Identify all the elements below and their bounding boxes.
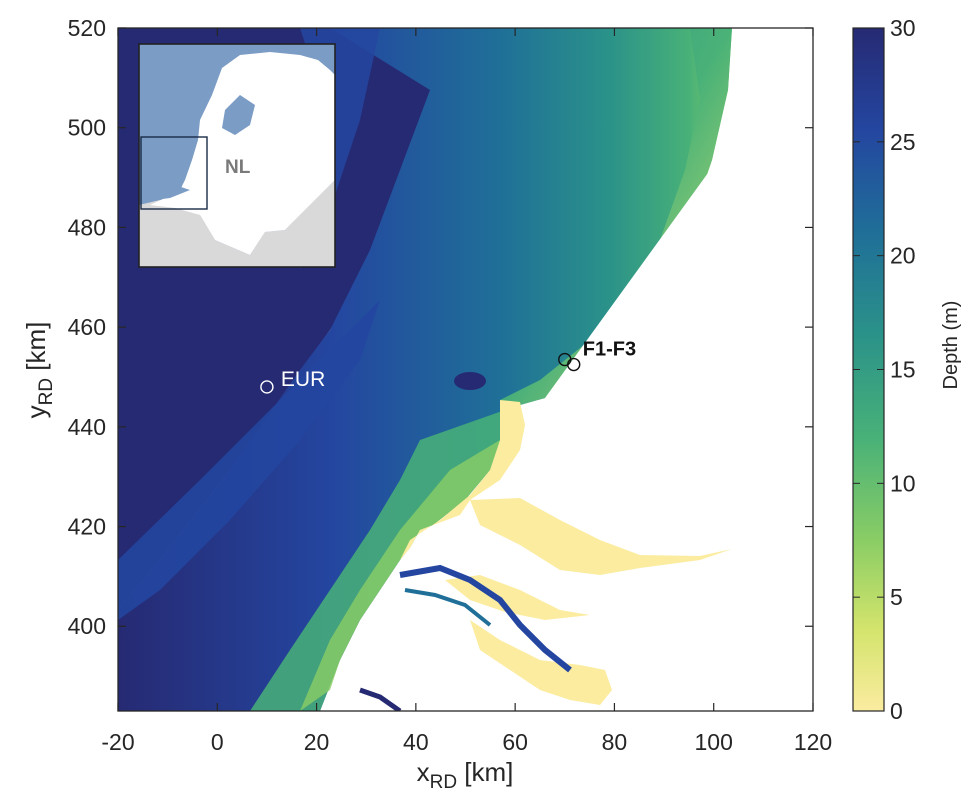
y-tick-label: 480	[68, 214, 106, 240]
shallow-band-2	[300, 440, 500, 711]
colorbar-tick-label: 10	[890, 470, 916, 496]
y-tick-label: 520	[68, 15, 106, 41]
y-tick-label: 420	[68, 514, 106, 540]
y-tick-label: 460	[68, 314, 106, 340]
inset-map: NL	[138, 43, 336, 268]
colorbar-ticks: 0 5 10 15 20 25 30	[853, 15, 916, 724]
x-tick-label: 20	[304, 729, 330, 755]
x-axis-title: xRD [km]	[417, 757, 514, 793]
colorbar-tick-label: 25	[890, 129, 916, 155]
x-tick-label: 40	[403, 729, 429, 755]
x-tick-label: 60	[502, 729, 528, 755]
x-tick-label: 100	[695, 729, 733, 755]
colorbar-tick-label: 20	[890, 243, 916, 269]
scour-hole	[454, 372, 486, 390]
y-tick-label: 400	[68, 613, 106, 639]
station-marker-f3	[567, 357, 581, 372]
station-label-f1-f3: F1-F3	[583, 339, 636, 361]
y-axis-title: yRD [km]	[21, 322, 57, 419]
tidal-channel-2	[404, 588, 492, 627]
plot-frame	[117, 27, 814, 712]
colorbar-tick-label: 30	[890, 15, 916, 41]
inset-neighbor-land	[139, 180, 335, 267]
colorbar-label: Depth (m)	[940, 301, 962, 390]
tidal-channel-3	[359, 687, 402, 711]
x-axis-ticks: -20 0 20 40 60 80 100 120	[101, 28, 832, 755]
station-marker-eur	[260, 380, 274, 394]
tidal-channel	[399, 564, 572, 673]
x-tick-label: 80	[602, 729, 628, 755]
y-axis-ticks: 400 420 440 460 480 500 520	[68, 15, 813, 639]
sea-body	[118, 28, 732, 711]
colorbar-tick-label: 0	[890, 698, 903, 724]
station-markers	[260, 352, 581, 394]
deep-band	[118, 300, 380, 620]
inset-delta-water	[150, 185, 190, 200]
inset-land-nl	[150, 52, 335, 255]
station-label-eur: EUR	[281, 368, 325, 391]
y-tick-label: 440	[68, 414, 106, 440]
y-tick-label: 500	[68, 115, 106, 141]
tidal-flat-2	[470, 498, 732, 575]
tidal-flat-4	[470, 620, 612, 705]
x-tick-label: 120	[794, 729, 832, 755]
colorbar-tick-label: 15	[890, 357, 916, 383]
tidal-flat-1	[400, 400, 525, 560]
x-tick-label: -20	[101, 729, 134, 755]
inset-label-nl: NL	[225, 157, 251, 178]
bathymetry-map: NL	[118, 28, 813, 711]
inset-study-area-box	[140, 136, 208, 210]
inset-ijsselmeer	[222, 95, 255, 135]
colorbar-tick-label: 5	[890, 584, 903, 610]
x-tick-label: 0	[211, 729, 224, 755]
inset-frame	[138, 43, 336, 268]
